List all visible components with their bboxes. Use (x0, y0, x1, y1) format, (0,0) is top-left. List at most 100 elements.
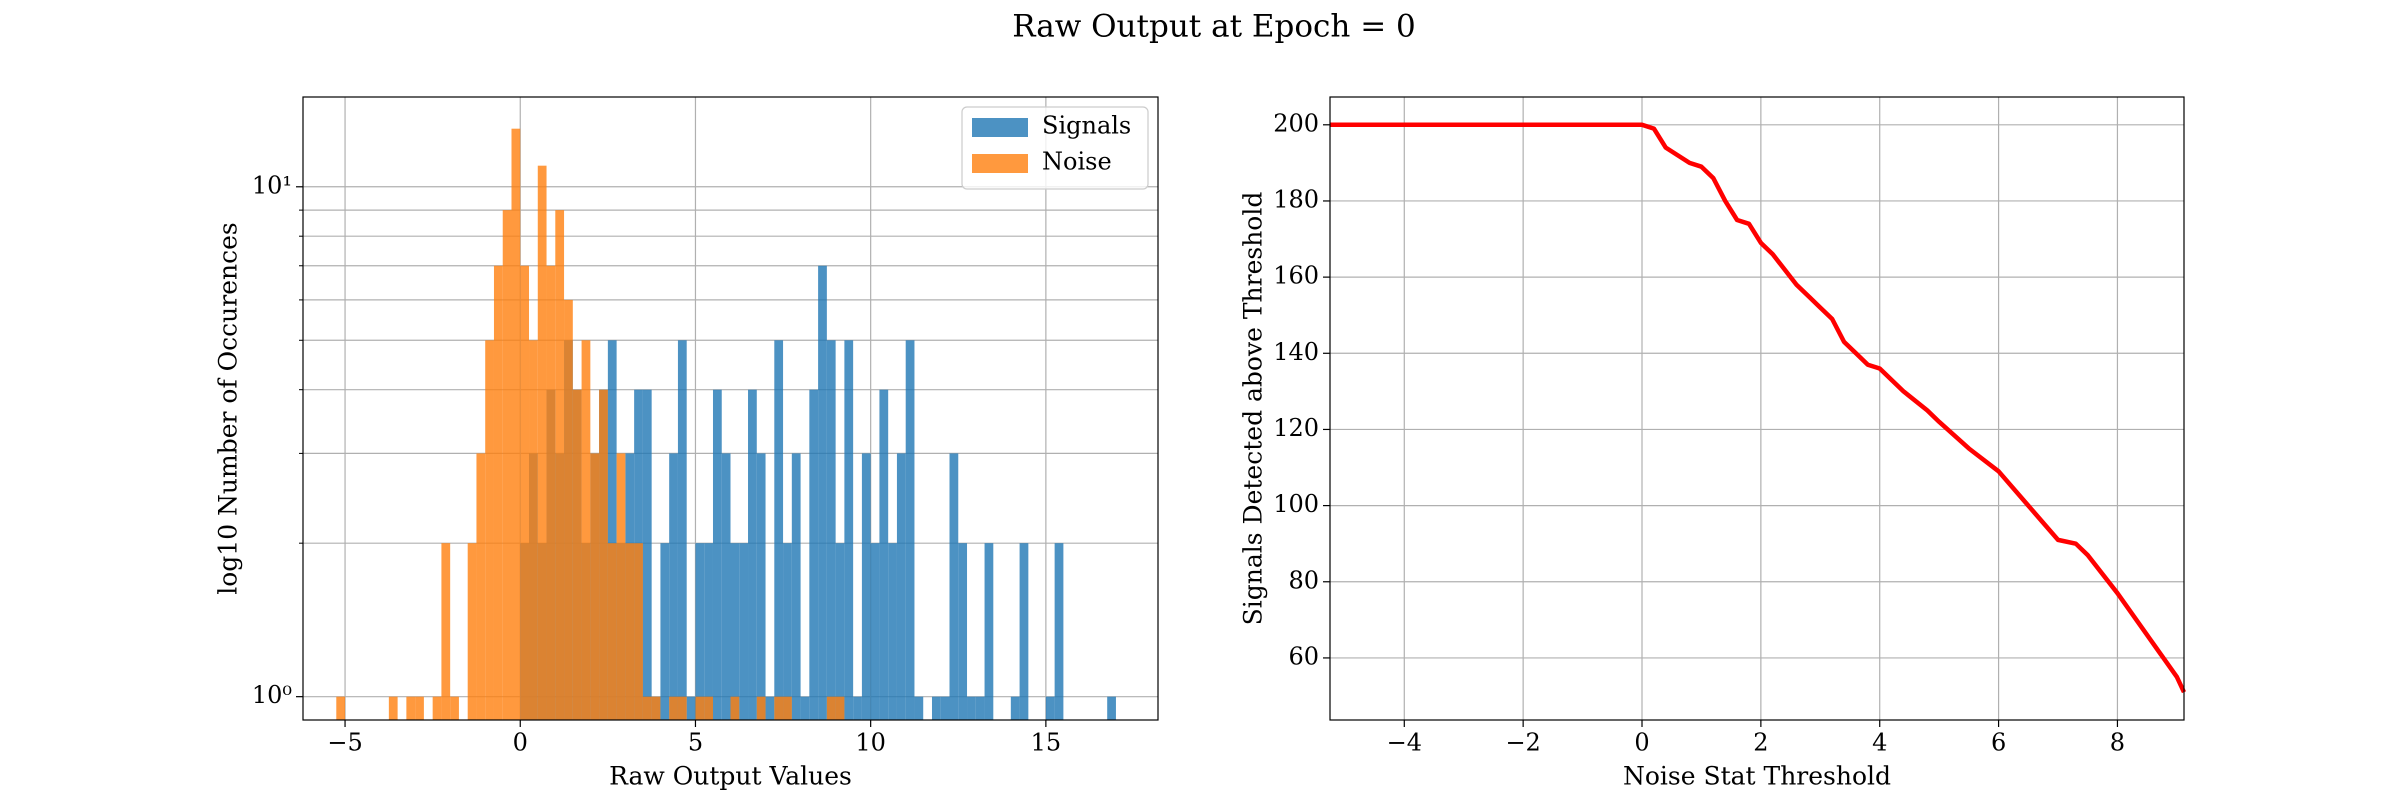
histogram-bar (599, 389, 608, 720)
x-axis-label: Noise Stat Threshold (1623, 762, 1891, 791)
histogram-bar (1019, 543, 1029, 720)
x-tick-label: 10 (855, 729, 886, 757)
histogram-bar (564, 299, 573, 720)
y-tick-label: 120 (1273, 414, 1319, 442)
histogram-bar (967, 696, 976, 720)
histogram-bar (493, 265, 503, 720)
histogram-bar (958, 543, 968, 720)
histogram-bar (1045, 696, 1055, 720)
histogram-bar (529, 340, 538, 720)
x-tick-label: −2 (1505, 729, 1540, 757)
histogram-bar (888, 543, 897, 720)
histogram-bar (511, 128, 521, 720)
histogram-bar (686, 696, 696, 720)
histogram-bar (984, 543, 994, 720)
histogram-bar (546, 265, 556, 720)
histogram-bar (712, 389, 722, 720)
histogram-bar (826, 340, 836, 720)
histogram-bar (826, 696, 836, 720)
histogram-bar (774, 696, 784, 720)
histogram-bar (677, 340, 687, 720)
y-tick-label: 180 (1273, 185, 1319, 213)
y-tick-label: 100 (1273, 490, 1319, 518)
histogram-bar (704, 696, 713, 720)
histogram-bar (739, 543, 749, 720)
histogram-bar (520, 265, 530, 720)
histogram-bar (721, 453, 731, 720)
histogram-bar (975, 696, 985, 720)
histogram-bar (537, 165, 547, 720)
histogram-bar (774, 340, 784, 720)
histogram-bar (791, 453, 801, 720)
histogram-bar (450, 696, 459, 720)
histogram-bar (336, 696, 346, 720)
panel: 60 80 100 120 140 160 180 200 −4 −2 0 2 4 6 8 Noise Sta… (1239, 96, 2187, 791)
histogram-bar (441, 543, 451, 720)
histogram-bar (634, 543, 643, 720)
y-tick-label: 10⁰ (252, 681, 292, 709)
histogram-bar (783, 543, 792, 720)
histogram-bar (853, 696, 862, 720)
line-series (1330, 122, 2187, 694)
x-tick-label: −5 (327, 729, 362, 757)
histogram-bar (844, 340, 854, 720)
histogram-bar (704, 543, 713, 720)
legend-swatch (972, 118, 1028, 137)
histogram-bar (415, 696, 424, 720)
y-tick-label: 60 (1288, 642, 1319, 670)
histogram-bar (905, 340, 915, 720)
x-tick-label: 2 (1753, 729, 1768, 757)
histogram-bar (572, 389, 582, 720)
legend-label: Signals (1042, 112, 1131, 140)
y-tick-label: 80 (1288, 566, 1319, 594)
histogram-bar (896, 453, 906, 720)
histogram-bar (476, 453, 486, 720)
y-tick-label: 200 (1273, 109, 1319, 137)
histogram-bar (730, 543, 740, 720)
histogram-bar (1107, 696, 1116, 720)
histogram-bar (625, 543, 635, 720)
y-tick-label: 140 (1273, 338, 1319, 366)
histogram-bar (861, 453, 871, 720)
x-tick-label: 8 (2110, 729, 2125, 757)
histogram-bar (642, 696, 652, 720)
panel: 10⁰ 10¹ −5 0 5 10 15 Raw Output Values log10 Num… (214, 96, 1159, 791)
histogram-bar (800, 696, 810, 720)
y-tick-label: 10¹ (252, 171, 292, 199)
histogram-bar (555, 210, 565, 720)
histogram-bar (835, 543, 845, 720)
histogram-bar (607, 340, 617, 720)
histogram-bar (695, 543, 705, 720)
y-tick-label: 160 (1273, 262, 1319, 290)
histogram-bar (651, 696, 661, 720)
axes-frame (1329, 96, 2185, 721)
histogram-bar (581, 340, 591, 720)
legend-swatch (972, 154, 1028, 173)
histogram-bar (669, 453, 678, 720)
x-tick-label: 0 (513, 729, 528, 757)
histogram-bar (669, 696, 678, 720)
histogram-bar (748, 389, 757, 720)
histogram-bar (931, 696, 941, 720)
histogram-bar (616, 453, 626, 720)
histogram-bar (590, 453, 600, 720)
histogram-bar (1054, 543, 1064, 720)
figure-title: Raw Output at Epoch = 0 (1012, 9, 1416, 45)
histogram-bar (870, 543, 880, 720)
histogram-bar (756, 696, 766, 720)
y-axis-label: Signals Detected above Threshold (1239, 192, 1268, 626)
histogram-bar (485, 340, 494, 720)
histogram-bar (756, 453, 766, 720)
histogram-bar (406, 696, 416, 720)
histogram-bar (765, 696, 775, 720)
histogram-bar (730, 696, 740, 720)
legend-label: Noise (1042, 148, 1112, 176)
histogram-bar (1010, 696, 1020, 720)
histogram-bar (835, 696, 845, 720)
x-tick-label: 5 (688, 729, 703, 757)
histogram-bar (879, 389, 889, 720)
histogram-bar (914, 696, 924, 720)
x-tick-label: 6 (1991, 729, 2006, 757)
histogram-bar (642, 389, 652, 720)
